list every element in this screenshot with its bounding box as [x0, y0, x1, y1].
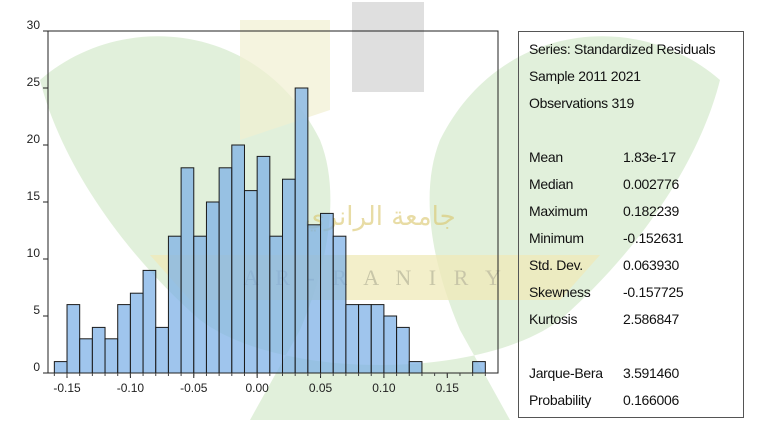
histogram-bar — [79, 338, 93, 374]
histogram-bar — [396, 326, 410, 374]
histogram-bar — [269, 235, 284, 374]
series-label: Series: Standardized Residuals — [529, 41, 716, 57]
histogram-bar — [383, 315, 398, 374]
histogram-bar — [167, 235, 182, 374]
histogram-bar — [358, 304, 372, 374]
stat-value: 0.002776 — [623, 176, 679, 192]
histogram-bar — [104, 338, 119, 374]
stat-value: 0.063930 — [623, 257, 679, 273]
histogram-bar — [193, 235, 207, 374]
histogram-bar — [370, 304, 385, 374]
histogram-bar — [91, 326, 106, 374]
histogram-bar — [332, 235, 347, 374]
y-axis: 0 5 10 15 20 25 30 — [27, 18, 48, 374]
y-tick-label: 5 — [33, 303, 40, 317]
stat-label: Minimum — [529, 230, 584, 246]
histogram-bar — [294, 87, 309, 374]
histogram-bar — [117, 304, 131, 374]
stat-value: -0.152631 — [623, 230, 684, 246]
y-tick-label: 0 — [33, 360, 40, 374]
stat-value: -0.157725 — [623, 284, 684, 300]
histogram-bar — [307, 224, 322, 374]
stat-value: 3.591460 — [623, 365, 679, 381]
histogram-bar — [205, 201, 220, 374]
stat-label: Probability — [529, 392, 592, 408]
histogram-bar — [408, 361, 423, 374]
watermark-kaaba-shape — [352, 2, 424, 92]
stat-value: 0.182239 — [623, 203, 679, 219]
histogram-bar — [53, 361, 68, 374]
y-tick-label: 30 — [27, 18, 41, 32]
y-tick-label: 15 — [27, 189, 41, 203]
y-tick-label: 25 — [27, 75, 41, 89]
stat-value: 0.166006 — [623, 392, 679, 408]
y-tick-label: 10 — [27, 246, 41, 260]
histogram-bar — [129, 292, 144, 374]
histogram-bar — [231, 144, 245, 374]
x-tick-label: -0.05 — [180, 381, 208, 395]
histogram-bar — [155, 326, 169, 374]
y-tick-label: 20 — [27, 132, 41, 146]
x-tick-label: -0.15 — [53, 381, 81, 395]
stat-label: Maximum — [529, 203, 588, 219]
stat-label: Median — [529, 176, 574, 192]
histogram-bar — [142, 269, 157, 374]
histogram-bars — [53, 87, 486, 374]
x-tick-label: 0.10 — [372, 381, 396, 395]
statistics-panel: Series: Standardized Residuals Sample 20… — [518, 31, 744, 418]
stat-label: Mean — [529, 149, 563, 165]
histogram-bar — [180, 167, 195, 374]
histogram-bar — [66, 304, 81, 374]
stat-value: 1.83e-17 — [623, 149, 676, 165]
x-tick-label: 0.15 — [436, 381, 460, 395]
histogram-bar — [320, 212, 334, 374]
x-axis: -0.15 -0.10 -0.05 0.00 0.05 0.10 0.15 — [53, 373, 486, 395]
observations-label: Observations 319 — [529, 95, 634, 111]
histogram-bar — [345, 304, 360, 374]
stat-value: 2.586847 — [623, 311, 679, 327]
x-tick-label: -0.10 — [117, 381, 145, 395]
histogram-bar — [256, 155, 271, 374]
stat-label: Skewness — [529, 284, 591, 300]
sample-label: Sample 2011 2021 — [529, 68, 641, 84]
histogram-bar — [472, 361, 486, 374]
histogram-bar — [218, 167, 233, 374]
stat-label: Jarque-Bera — [529, 365, 603, 381]
histogram-bar — [282, 178, 296, 374]
histogram-bar — [243, 190, 258, 374]
x-tick-label: 0.00 — [245, 381, 269, 395]
stat-label: Kurtosis — [529, 311, 578, 327]
x-tick-label: 0.05 — [309, 381, 333, 395]
stat-label: Std. Dev. — [529, 257, 583, 273]
